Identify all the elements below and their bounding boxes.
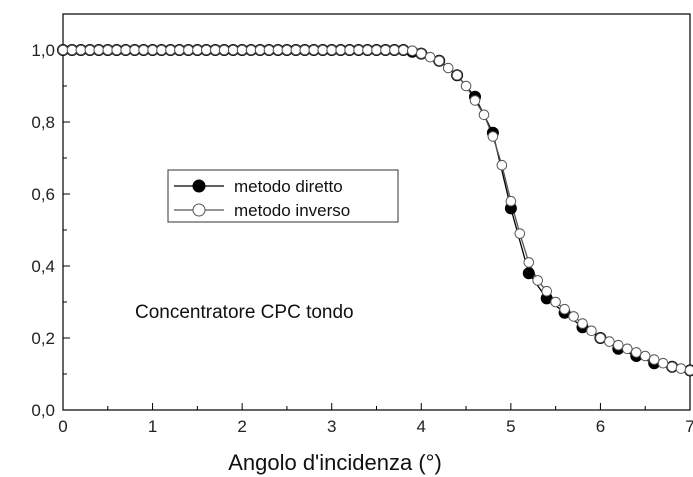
point-inverso: [227, 44, 239, 56]
point-inverso: [380, 44, 391, 56]
x-tick-label: 0: [58, 417, 67, 436]
point-inverso: [496, 159, 508, 171]
y-tick-label: 0,0: [31, 401, 55, 420]
point-diretto: [522, 267, 535, 280]
point-inverso: [192, 44, 203, 56]
point-inverso: [84, 44, 96, 56]
point-inverso: [129, 44, 140, 56]
point-inverso: [245, 44, 257, 56]
point-inverso: [308, 44, 320, 56]
point-inverso: [639, 350, 651, 362]
chart-annotation: Concentratore CPC tondo: [135, 302, 354, 323]
point-inverso: [398, 44, 409, 56]
x-tick-label: 4: [417, 417, 426, 436]
point-inverso: [236, 44, 248, 56]
point-inverso: [657, 357, 669, 369]
y-tick-label: 0,4: [31, 257, 55, 276]
point-inverso: [147, 44, 158, 56]
point-inverso: [290, 44, 302, 56]
point-inverso: [424, 51, 436, 63]
point-inverso: [505, 195, 517, 207]
point-inverso: [568, 311, 579, 322]
point-inverso: [541, 285, 553, 297]
y-tick-label: 0,6: [31, 185, 55, 204]
axis-ticks: 0 1 2 3 4 5 6 7 0,0 0,2 0,4 0,6 0,8 1,0: [31, 13, 693, 436]
x-tick-label: 1: [148, 417, 157, 436]
y-tick-label: 0,8: [31, 113, 55, 132]
point-inverso: [93, 44, 105, 56]
y-tick-label: 1,0: [31, 41, 55, 60]
legend: metodo diretto metodo inverso: [167, 169, 399, 223]
point-inverso: [75, 44, 87, 56]
point-inverso: [648, 354, 660, 365]
point-inverso: [586, 325, 597, 337]
point-inverso: [442, 62, 454, 74]
point-inverso: [666, 361, 678, 373]
point-inverso: [174, 44, 185, 56]
point-inverso: [353, 44, 364, 56]
point-inverso: [183, 44, 194, 56]
point-inverso: [416, 48, 427, 59]
x-tick-label: 6: [596, 417, 605, 436]
point-inverso: [559, 303, 570, 315]
point-inverso: [407, 45, 418, 57]
point-inverso: [165, 44, 176, 56]
x-tick-label: 7: [685, 417, 693, 436]
point-inverso: [451, 69, 463, 81]
y-tick-label: 0,2: [31, 329, 55, 348]
point-inverso: [317, 44, 329, 56]
point-inverso: [550, 296, 561, 308]
point-inverso: [622, 343, 633, 355]
point-inverso: [362, 44, 373, 56]
point-inverso: [272, 44, 284, 56]
point-inverso: [263, 44, 275, 56]
point-inverso: [478, 109, 490, 121]
legend-label-inverso: metodo inverso: [234, 201, 350, 220]
point-inverso: [201, 44, 212, 56]
point-inverso: [389, 44, 400, 56]
point-inverso: [335, 44, 347, 56]
point-inverso: [102, 44, 114, 56]
point-inverso: [326, 44, 338, 56]
point-inverso: [595, 332, 606, 344]
point-inverso: [138, 44, 149, 56]
legend-label-diretto: metodo diretto: [234, 177, 343, 196]
point-inverso: [281, 44, 293, 56]
point-inverso: [254, 44, 266, 56]
point-inverso: [371, 44, 382, 56]
point-inverso: [344, 44, 355, 56]
legend-box: [167, 169, 399, 223]
point-inverso: [299, 44, 311, 56]
point-inverso: [156, 44, 167, 56]
point-inverso: [111, 44, 122, 56]
x-tick-label: 3: [327, 417, 336, 436]
x-axis-title: Angolo d'incidenza (°): [228, 450, 442, 475]
point-inverso: [613, 339, 624, 351]
point-inverso: [460, 80, 472, 92]
legend-marker-inverso: [192, 203, 206, 217]
point-inverso: [684, 365, 693, 376]
point-inverso: [120, 44, 131, 56]
x-tick-label: 2: [237, 417, 246, 436]
series-layer: [57, 44, 693, 377]
point-inverso: [66, 44, 78, 56]
x-tick-label: 5: [506, 417, 515, 436]
point-inverso: [514, 228, 526, 239]
point-inverso: [532, 275, 544, 286]
point-inverso: [469, 95, 481, 106]
point-inverso: [675, 363, 687, 374]
point-inverso: [604, 336, 615, 347]
point-inverso: [523, 257, 535, 268]
point-inverso: [631, 347, 642, 358]
point-inverso: [218, 44, 230, 56]
point-inverso: [210, 44, 221, 56]
point-inverso: [57, 44, 69, 56]
point-inverso: [433, 55, 445, 67]
point-inverso: [487, 131, 499, 142]
legend-marker-diretto: [192, 179, 206, 193]
point-inverso: [577, 318, 588, 329]
